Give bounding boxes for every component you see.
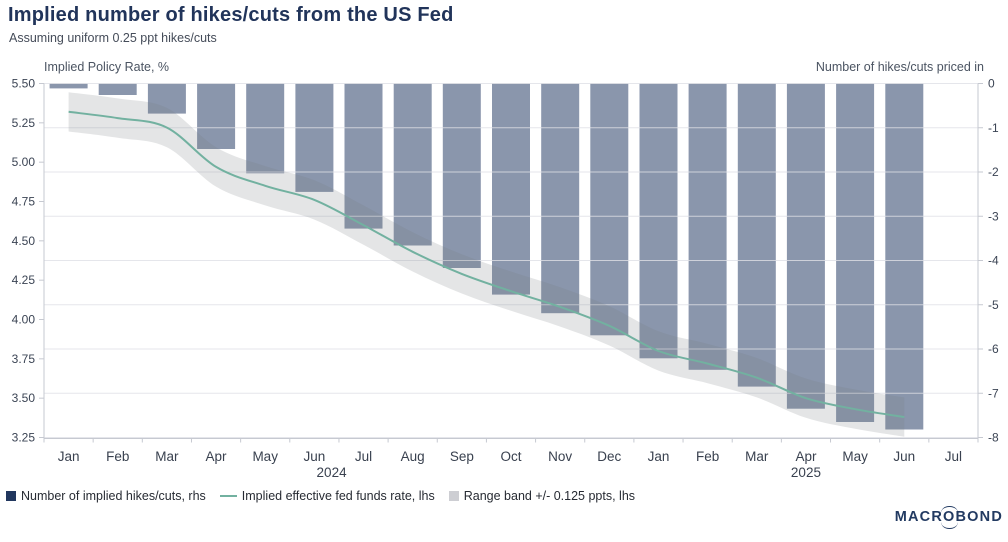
month-label: May bbox=[252, 449, 278, 464]
axis-labels: 5.50 5.25 5.00 4.75 4.50 4.25 4.00 3.75 3.50 3.25… bbox=[12, 77, 999, 481]
bar-feb-2024 bbox=[98, 83, 137, 95]
bar-jun-2025 bbox=[885, 83, 924, 430]
left-tick-label: 5.00 bbox=[12, 155, 36, 169]
month-label: Aug bbox=[401, 449, 425, 464]
legend-label-bars: Number of implied hikes/cuts, rhs bbox=[21, 489, 206, 503]
month-label: Mar bbox=[745, 449, 769, 464]
bar-mar-2024 bbox=[147, 83, 186, 114]
bar-series-swatch-icon bbox=[6, 491, 16, 501]
month-label: Jun bbox=[303, 449, 325, 464]
year-label: 2024 bbox=[317, 465, 348, 480]
left-tick-label: 3.50 bbox=[12, 391, 36, 405]
bar-apr-2025 bbox=[786, 83, 825, 409]
right-tick-label: -2 bbox=[988, 165, 999, 179]
month-label: Jul bbox=[355, 449, 372, 464]
logo-text: MACR bbox=[894, 509, 944, 525]
rate-line-series bbox=[68, 110, 905, 418]
legend-item-line: Implied effective fed funds rate, lhs bbox=[219, 489, 435, 503]
line-series-swatch-icon bbox=[219, 494, 237, 498]
right-tick-label: -1 bbox=[988, 121, 999, 135]
right-axis-title: Number of hikes/cuts priced in bbox=[816, 60, 984, 74]
left-tick-label: 5.25 bbox=[12, 116, 36, 130]
left-tick-label: 4.75 bbox=[12, 195, 36, 209]
month-label: Dec bbox=[597, 449, 621, 464]
legend-label-band: Range band +/- 0.125 ppts, lhs bbox=[463, 489, 636, 503]
range-band-series bbox=[68, 92, 905, 437]
legend-item-bars: Number of implied hikes/cuts, rhs bbox=[6, 489, 206, 503]
right-tick-label: -6 bbox=[988, 342, 999, 356]
page-title: Implied number of hikes/cuts from the US… bbox=[8, 4, 454, 26]
month-label: Feb bbox=[106, 449, 129, 464]
right-tick-label: -5 bbox=[988, 298, 999, 312]
right-tick-label: -8 bbox=[988, 431, 999, 445]
bar-jan-2025 bbox=[639, 83, 678, 359]
month-label: Apr bbox=[206, 449, 228, 464]
gridlines bbox=[44, 83, 978, 438]
month-label: Oct bbox=[500, 449, 521, 464]
bar-apr-2024 bbox=[197, 83, 236, 149]
month-label: Nov bbox=[548, 449, 572, 464]
logo-o-icon: O bbox=[940, 505, 959, 529]
macrobond-logo: MACROBOND bbox=[894, 505, 1003, 529]
logo-text: BOND bbox=[955, 509, 1003, 525]
month-label: Apr bbox=[795, 449, 817, 464]
legend-item-band: Range band +/- 0.125 ppts, lhs bbox=[448, 489, 636, 503]
month-label: Sep bbox=[450, 449, 474, 464]
band-series-swatch-icon bbox=[448, 491, 459, 501]
left-axis-title: Implied Policy Rate, % bbox=[44, 60, 169, 74]
bar-oct-2024 bbox=[492, 83, 530, 295]
chart-plot: Implied Policy Rate, % Number of hikes/c… bbox=[12, 60, 999, 481]
bar-dec-2024 bbox=[590, 83, 629, 336]
bar-jul-2024 bbox=[344, 83, 383, 229]
right-tick-label: -7 bbox=[988, 386, 999, 400]
bar-feb-2025 bbox=[688, 83, 727, 370]
chart-legend: Number of implied hikes/cuts, rhs Implie… bbox=[6, 489, 635, 503]
month-label: Mar bbox=[155, 449, 179, 464]
bar-sep-2024 bbox=[442, 83, 481, 268]
bar-mar-2025 bbox=[737, 83, 776, 387]
bar-jan-2024 bbox=[49, 83, 88, 89]
left-tick-label: 4.00 bbox=[12, 313, 36, 327]
month-label: May bbox=[842, 449, 868, 464]
bar-nov-2024 bbox=[541, 83, 580, 314]
right-tick-label: 0 bbox=[988, 77, 995, 91]
range-band bbox=[68, 92, 905, 437]
month-label: Jan bbox=[648, 449, 670, 464]
month-label: Jul bbox=[945, 449, 962, 464]
left-tick-label: 5.50 bbox=[12, 77, 36, 91]
month-label: Jan bbox=[58, 449, 80, 464]
month-label: Feb bbox=[696, 449, 719, 464]
month-label: Jun bbox=[893, 449, 915, 464]
left-tick-label: 3.75 bbox=[12, 352, 36, 366]
bar-jun-2024 bbox=[295, 83, 334, 192]
bar-aug-2024 bbox=[393, 83, 432, 246]
bar-may-2024 bbox=[246, 83, 285, 174]
left-tick-label: 4.50 bbox=[12, 234, 36, 248]
chart-subtitle: Assuming uniform 0.25 ppt hikes/cuts bbox=[9, 31, 217, 45]
left-tick-label: 3.25 bbox=[12, 431, 36, 445]
year-label: 2025 bbox=[791, 465, 821, 480]
right-tick-label: -3 bbox=[988, 209, 999, 223]
bar-may-2025 bbox=[836, 83, 875, 422]
bar-series bbox=[49, 83, 924, 430]
left-tick-label: 4.25 bbox=[12, 273, 36, 287]
axes bbox=[39, 83, 983, 443]
right-tick-label: -4 bbox=[988, 254, 999, 268]
legend-label-line: Implied effective fed funds rate, lhs bbox=[241, 489, 435, 503]
rate-line bbox=[68, 110, 905, 418]
